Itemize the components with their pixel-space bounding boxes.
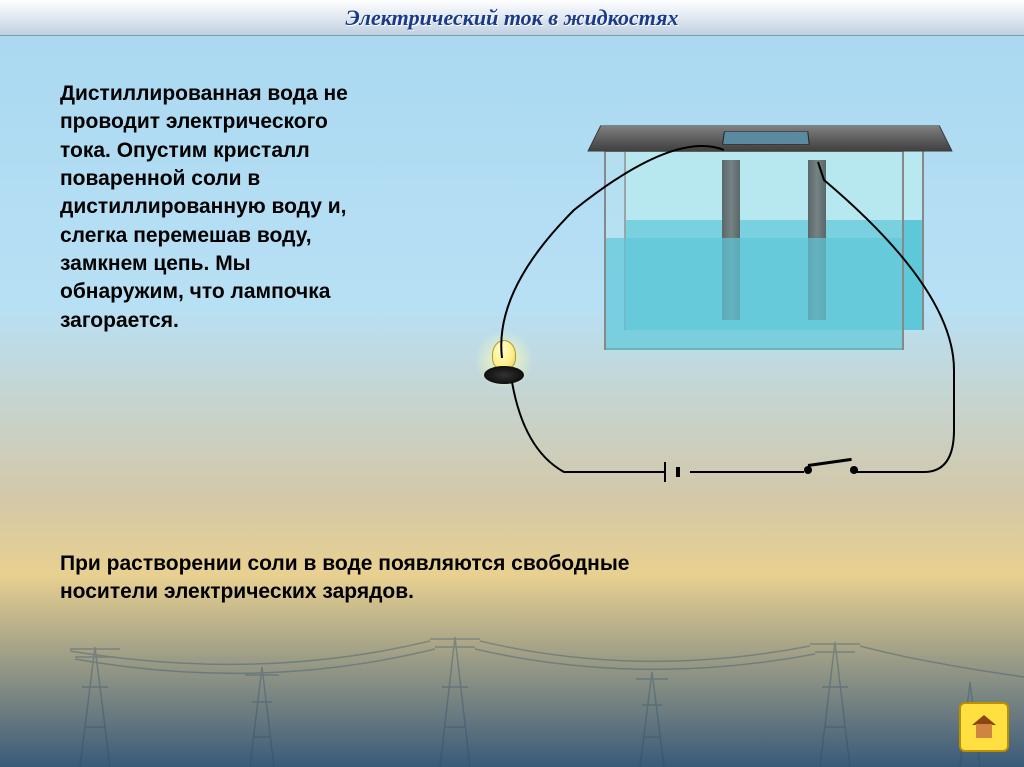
- conclusion-paragraph: При растворении соли в воде появляются с…: [60, 550, 680, 607]
- battery-symbol: [654, 462, 694, 482]
- bulb-socket: [484, 366, 524, 384]
- home-button[interactable]: [959, 702, 1009, 752]
- slide-title: Электрический ток в жидкостях: [345, 5, 678, 31]
- main-paragraph: Дистиллированная вода не проводит электр…: [60, 80, 350, 335]
- switch-arm: [808, 458, 852, 467]
- battery-negative: [676, 467, 680, 477]
- title-bar: Электрический ток в жидкостях: [0, 0, 1024, 36]
- water-front: [606, 238, 902, 350]
- battery-positive: [664, 462, 666, 482]
- tank: [604, 130, 944, 370]
- electrolysis-diagram: [424, 90, 984, 510]
- switch-terminal-right: [850, 466, 858, 474]
- switch-terminal-left: [804, 466, 812, 474]
- lid-opening: [722, 132, 810, 145]
- slide-content: Дистиллированная вода не проводит электр…: [60, 60, 964, 707]
- tank-lid: [587, 125, 953, 151]
- home-icon: [970, 715, 998, 739]
